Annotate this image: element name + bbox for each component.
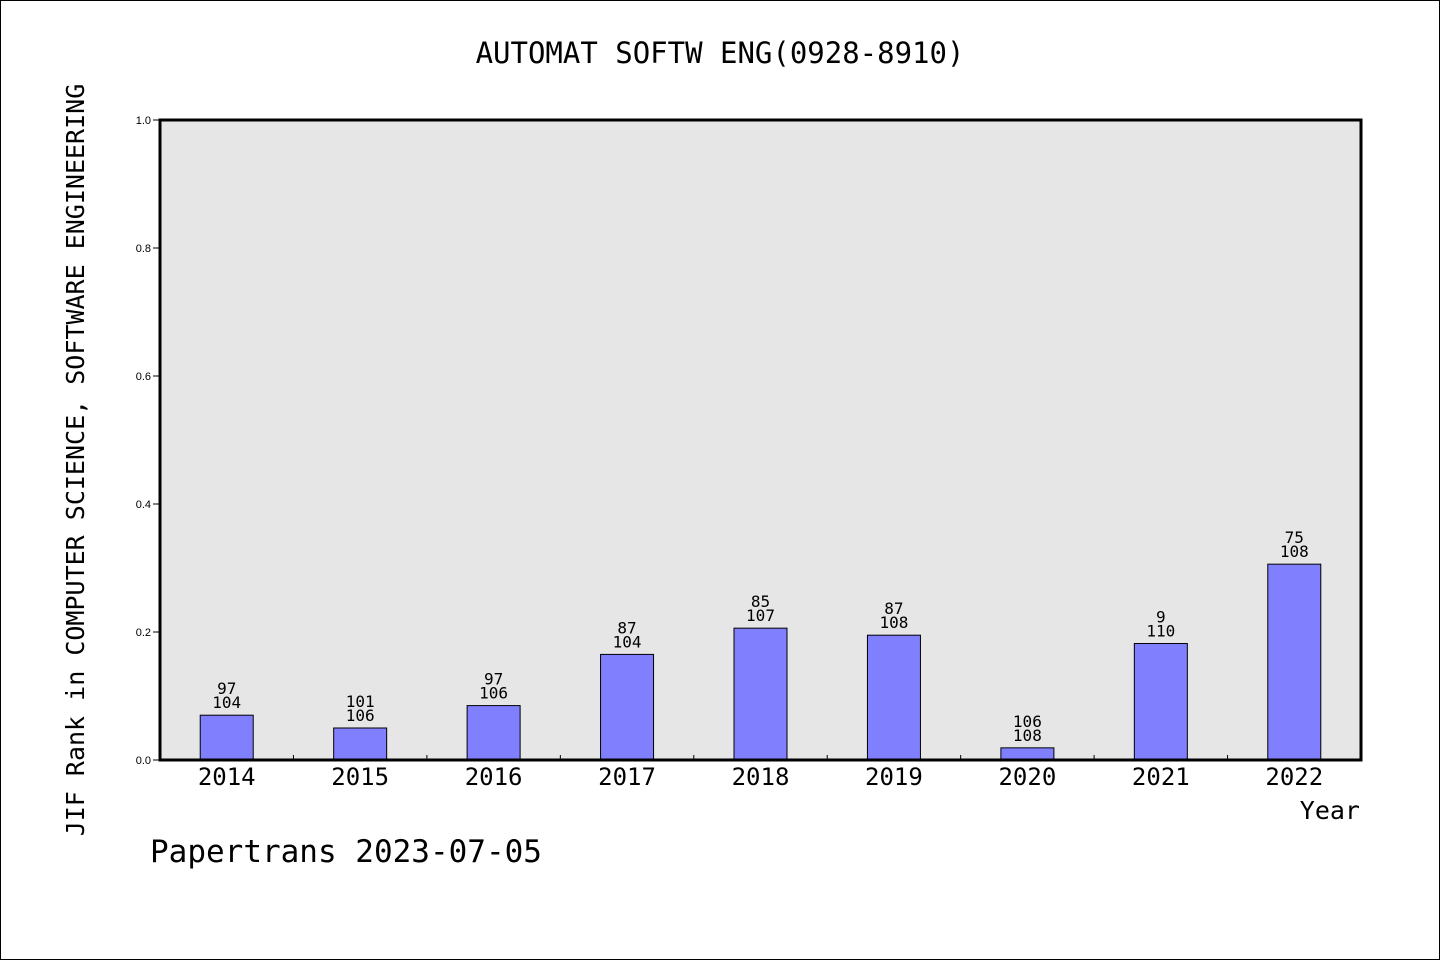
- footer-credit: Papertrans 2023-07-05: [150, 834, 542, 870]
- bar-2016: [466, 705, 521, 761]
- bar-total-label: 106: [479, 684, 508, 703]
- bar-total-label: 107: [746, 606, 775, 625]
- bar-total-label: 108: [1280, 542, 1309, 561]
- y-tick-label: 0.0: [136, 755, 151, 767]
- x-tick-label: 2017: [598, 763, 656, 791]
- bar-2018: [733, 627, 788, 761]
- bar-total-label: 108: [1013, 726, 1042, 745]
- y-tick-label: 0.4: [136, 499, 151, 511]
- y-tick-label: 1.0: [136, 115, 151, 127]
- bar-2022: [1267, 563, 1322, 761]
- x-axis-label: Year: [1299, 796, 1360, 825]
- bar-2014: [199, 714, 254, 761]
- bar-2021: [1133, 643, 1188, 761]
- x-tick-label: 2021: [1132, 763, 1190, 791]
- y-tick-label: 0.6: [136, 371, 151, 383]
- x-tick-label: 2018: [732, 763, 790, 791]
- bar-total-label: 106: [346, 706, 375, 725]
- bar-rank-label: 106: [1013, 712, 1042, 731]
- bar-rank-label: 87: [617, 618, 636, 637]
- bar-total-label: 108: [879, 613, 908, 632]
- x-tick-label: 2020: [998, 763, 1056, 791]
- bar-2020: [1000, 747, 1055, 761]
- x-tick-label: 2022: [1265, 763, 1323, 791]
- x-tick-label: 2014: [198, 763, 256, 791]
- bar-rank-label: 101: [346, 692, 375, 711]
- bar-2015: [333, 727, 388, 761]
- x-tick-label: 2015: [331, 763, 389, 791]
- x-tick-label: 2016: [465, 763, 523, 791]
- bar-rank-label: 97: [484, 670, 503, 689]
- bar-total-label: 104: [212, 693, 241, 712]
- y-tick-label: 0.8: [136, 243, 151, 255]
- bar-rank-label: 85: [751, 592, 770, 611]
- y-tick-label: 0.2: [136, 627, 151, 639]
- bar-rank-label: 97: [217, 679, 236, 698]
- chart-title: AUTOMAT SOFTW ENG(0928-8910): [475, 36, 965, 70]
- bar-total-label: 110: [1146, 622, 1175, 641]
- x-tick-label: 2019: [865, 763, 923, 791]
- bar-rank-label: 75: [1285, 528, 1304, 547]
- plot-border: [158, 118, 1363, 762]
- bar-total-label: 104: [613, 632, 642, 651]
- bar-2019: [866, 634, 921, 761]
- bar-rank-label: 87: [884, 599, 903, 618]
- bar-2017: [600, 653, 655, 761]
- bar-rank-label: 9: [1156, 608, 1166, 627]
